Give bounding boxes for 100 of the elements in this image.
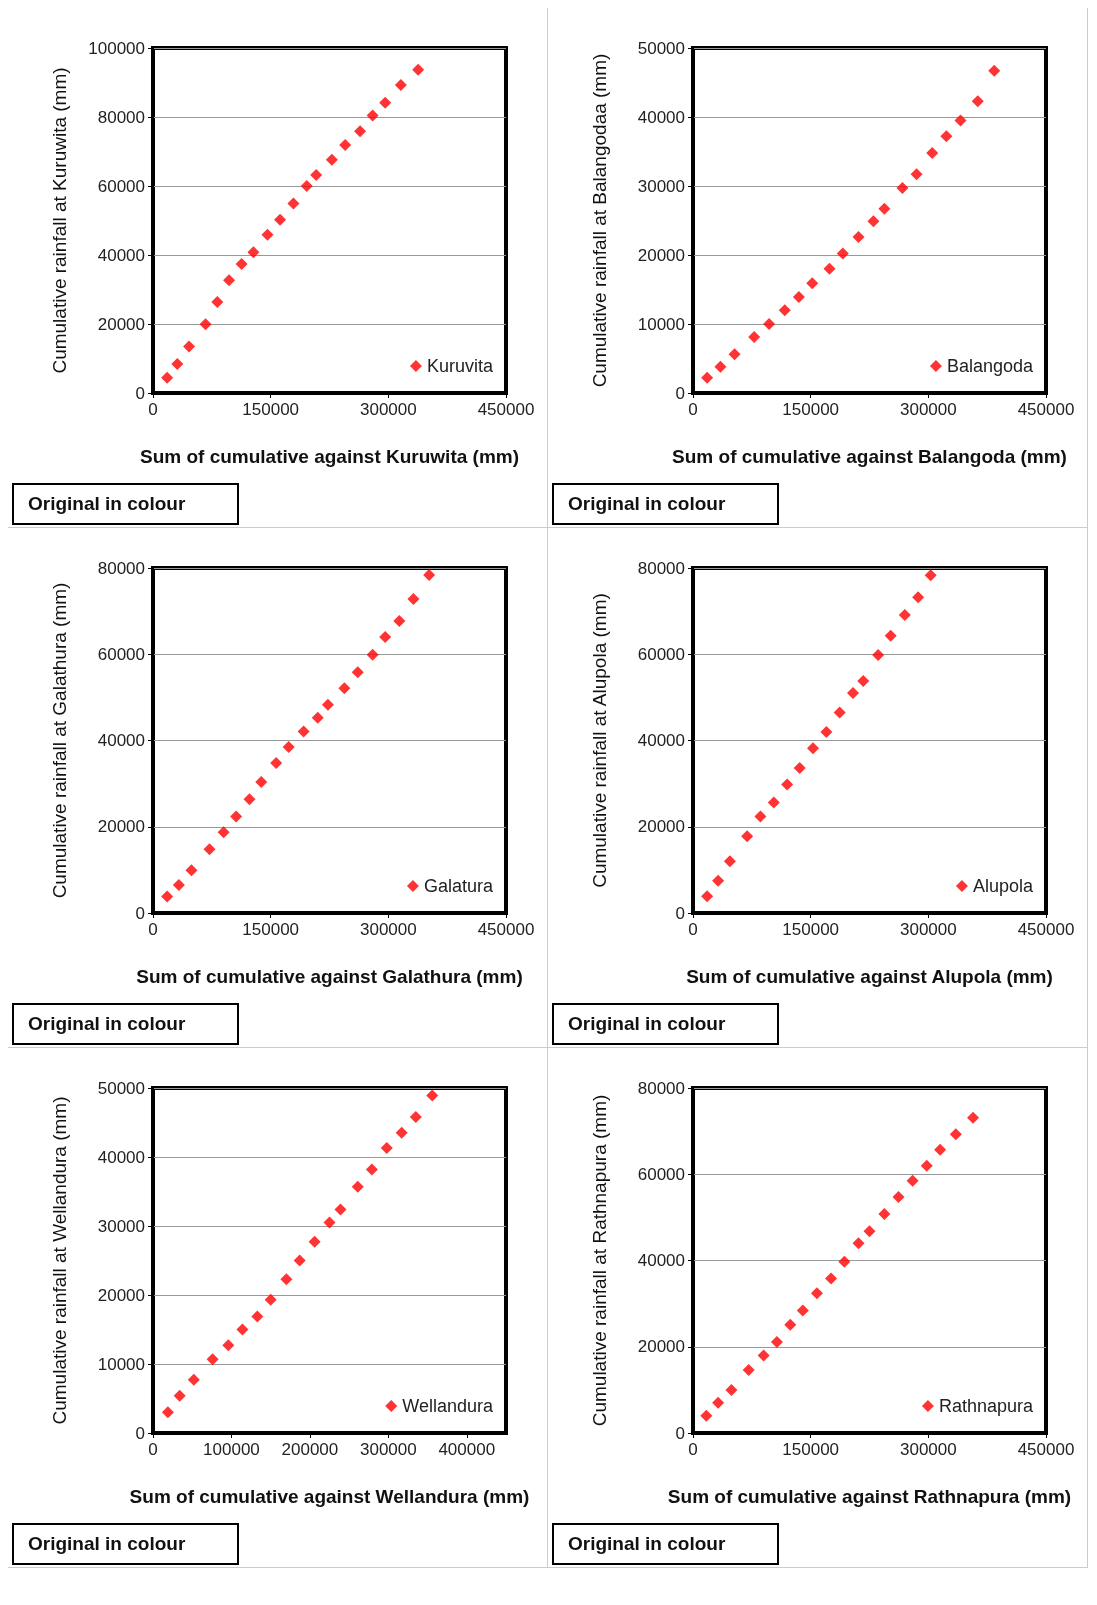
x-axis-title: Sum of cumulative against Balangoda (mm)	[672, 445, 1067, 467]
point	[725, 1383, 738, 1396]
point	[796, 1304, 809, 1317]
point	[742, 1364, 755, 1377]
y-tick-label: 80000	[97, 107, 145, 127]
point	[701, 890, 714, 903]
point	[863, 1225, 876, 1238]
point	[351, 1180, 364, 1193]
point	[728, 348, 741, 361]
point	[270, 756, 283, 769]
y-tick-label: 30000	[97, 1216, 145, 1236]
point	[949, 1128, 962, 1141]
point	[767, 796, 780, 809]
x-tick-label: 0	[688, 400, 698, 419]
point	[395, 1126, 408, 1139]
point	[857, 674, 870, 687]
point	[988, 64, 1001, 77]
x-tick-label: 300000	[359, 400, 417, 419]
point	[183, 340, 196, 353]
point	[757, 1349, 770, 1362]
y-tick-label: 0	[135, 1423, 145, 1443]
point	[293, 1254, 306, 1267]
point	[792, 291, 805, 304]
point	[287, 197, 300, 210]
y-tick-label: 40000	[637, 1251, 685, 1270]
point	[926, 146, 939, 159]
point	[741, 830, 754, 843]
point	[852, 231, 865, 244]
x-tick-label: 450000	[1017, 920, 1075, 939]
y-tick-label: 40000	[637, 107, 685, 127]
legend-label: Galatura	[423, 876, 494, 896]
point	[912, 591, 925, 604]
point	[723, 855, 736, 868]
point	[161, 890, 174, 903]
point	[878, 1207, 891, 1220]
y-tick-label: 0	[135, 383, 145, 403]
x-tick-label: 150000	[782, 920, 840, 939]
legend-label: Kuruvita	[426, 356, 494, 376]
point	[806, 277, 819, 290]
point	[700, 1409, 713, 1422]
point	[394, 78, 407, 91]
point	[211, 295, 224, 308]
y-axis-title: Cumulative rainfall at Kuruwita (mm)	[48, 67, 70, 374]
point	[810, 1287, 823, 1300]
point	[206, 1353, 219, 1366]
point	[793, 762, 806, 775]
y-axis-title: Cumulative rainfall at Galathura (mm)	[48, 582, 70, 899]
point	[896, 182, 909, 195]
x-tick-label: 450000	[1017, 1440, 1075, 1459]
point	[778, 304, 791, 317]
y-tick-label: 20000	[97, 314, 145, 334]
point	[407, 593, 420, 606]
y-axis-title: Cumulative rainfall at Rathnapura (mm)	[588, 1094, 610, 1427]
point	[334, 1203, 347, 1216]
y-tick-label: 50000	[637, 38, 685, 58]
point	[884, 629, 897, 642]
point	[426, 1089, 439, 1102]
point	[409, 1110, 422, 1123]
x-tick-label: 0	[688, 920, 698, 939]
point	[280, 1273, 293, 1286]
y-tick-label: 10000	[637, 314, 685, 334]
point	[243, 793, 256, 806]
y-tick-label: 60000	[97, 176, 145, 196]
point	[274, 213, 287, 226]
point	[833, 706, 846, 719]
x-tick-label: 150000	[782, 400, 840, 419]
y-tick-label: 60000	[97, 644, 145, 664]
x-tick-label: 0	[148, 400, 158, 419]
point	[255, 775, 268, 788]
x-tick-label: 150000	[782, 1440, 840, 1459]
y-tick-label: 40000	[97, 731, 145, 750]
point	[380, 1142, 393, 1155]
point	[366, 109, 379, 122]
text: Original in colour	[552, 1003, 779, 1045]
x-axis-title: Sum of cumulative against Galathura (mm)	[136, 965, 523, 987]
point	[185, 864, 198, 877]
text: Original in colour	[12, 1523, 239, 1565]
text: Original in colour	[552, 1523, 779, 1565]
y-tick-label: 20000	[97, 817, 145, 837]
text: Original in colour	[552, 483, 779, 525]
y-tick-label: 20000	[637, 245, 685, 265]
point	[872, 649, 885, 662]
point	[836, 247, 849, 260]
point	[310, 168, 323, 181]
y-tick-label: 40000	[97, 245, 145, 265]
point	[807, 742, 820, 755]
point	[781, 778, 794, 791]
point	[187, 1373, 200, 1386]
point	[325, 153, 338, 166]
y-axis-title: Cumulative rainfall at Wellandura (mm)	[48, 1096, 70, 1425]
x-tick-label: 300000	[359, 920, 417, 939]
x-tick-label: 0	[148, 920, 158, 939]
point	[770, 1336, 783, 1349]
y-tick-label: 80000	[97, 558, 145, 578]
point	[934, 1143, 947, 1156]
point	[282, 740, 295, 753]
legend-label: Balangoda	[946, 356, 1034, 376]
y-tick-label: 30000	[637, 176, 685, 196]
point	[300, 180, 313, 192]
x-tick-label: 150000	[242, 400, 300, 419]
